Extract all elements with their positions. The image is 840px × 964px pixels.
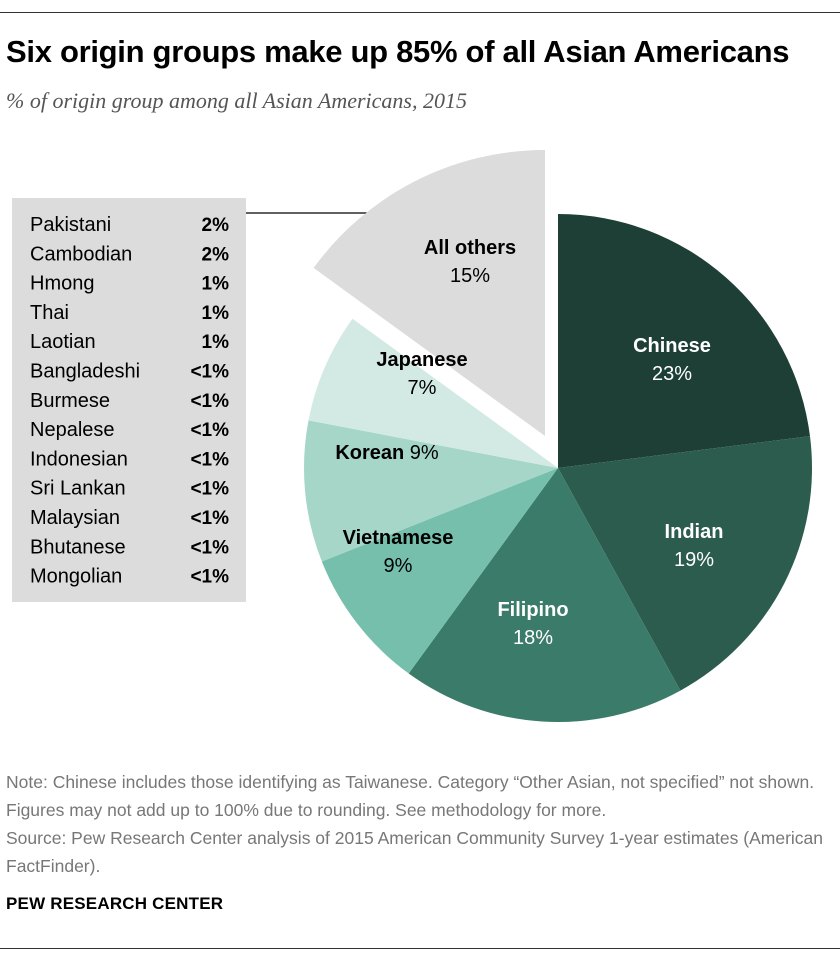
slice-vietnamese (321, 468, 558, 674)
breakdown-value: <1% (190, 537, 229, 558)
breakdown-label: Cambodian (30, 243, 132, 265)
slice-filipino (408, 468, 681, 722)
breakdown-label: Hmong (30, 273, 94, 295)
breakdown-value: <1% (190, 449, 229, 470)
pie-slice-labels: Chinese 23% Indian 19% Filipino 18% Vietnamese… (335, 237, 723, 649)
source-text: Source: Pew Research Center analysis of … (6, 828, 824, 876)
bottom-rule (0, 948, 840, 949)
breakdown-label: Malaysian (30, 507, 120, 529)
breakdown-label: Sri Lankan (30, 478, 126, 500)
breakdown-box-background (12, 198, 246, 602)
pie-slices (303, 150, 812, 722)
slice-value-filipino: 18% (513, 627, 553, 649)
breakdown-label: Laotian (30, 331, 96, 353)
breakdown-value: <1% (190, 362, 229, 383)
slice-indian (558, 436, 812, 691)
slice-value-chinese: 23% (652, 363, 692, 385)
slice-label-indian: Indian (665, 521, 724, 543)
slice-value-japanese: 7% (408, 377, 437, 399)
slice-label-filipino: Filipino (497, 599, 568, 621)
chart-subtitle: % of origin group among all Asian Americ… (6, 88, 467, 113)
slice-value-indian: 19% (674, 549, 714, 571)
note-text: Note: Chinese includes those identifying… (6, 772, 815, 820)
breakdown-label: Thai (30, 302, 69, 324)
breakdown-value: 1% (202, 332, 230, 353)
slice-value-all-others: 15% (450, 265, 490, 287)
breakdown-label: Nepalese (30, 419, 115, 441)
breakdown-value: 1% (202, 274, 230, 295)
footnote: Note: Chinese includes those identifying… (6, 768, 826, 880)
chart-title: Six origin groups make up 85% of all Asi… (6, 34, 790, 69)
slice-label-chinese: Chinese (633, 335, 711, 357)
breakdown-label: Bhutanese (30, 536, 126, 558)
slice-label-japanese: Japanese (376, 349, 467, 371)
slice-japanese (308, 318, 558, 468)
breakdown-value: <1% (190, 479, 229, 500)
top-rule (0, 12, 840, 13)
slice-value-vietnamese: 9% (384, 555, 413, 577)
breakdown-value: <1% (190, 420, 229, 441)
breakdown-value: <1% (190, 567, 229, 588)
breakdown-label: Indonesian (30, 448, 128, 470)
slice-korean (303, 420, 558, 562)
slice-label-all-others: All others (424, 237, 516, 259)
slice-label-vietnamese: Vietnamese (343, 527, 454, 549)
pie-chart: Pakistani 2% Cambodian 2% Hmong 1% Thai 1% Laoti… (12, 150, 812, 722)
slice-label-korean: Korean 9% (335, 442, 439, 464)
breakdown-value: 2% (202, 215, 230, 236)
breakdown-value: <1% (190, 391, 229, 412)
breakdown-value: 2% (202, 244, 230, 265)
breakdown-label: Mongolian (30, 566, 122, 588)
breakdown-value: 1% (202, 303, 230, 324)
all-others-breakdown-box: Pakistani 2% Cambodian 2% Hmong 1% Thai 1% Laoti… (12, 198, 246, 602)
breakdown-value: <1% (190, 508, 229, 529)
slice-all-others (313, 150, 545, 436)
credit-line: PEW RESEARCH CENTER (6, 894, 224, 913)
breakdown-label: Pakistani (30, 214, 111, 236)
breakdown-label: Bangladeshi (30, 361, 140, 383)
breakdown-label: Burmese (30, 390, 110, 412)
slice-chinese (558, 214, 810, 468)
